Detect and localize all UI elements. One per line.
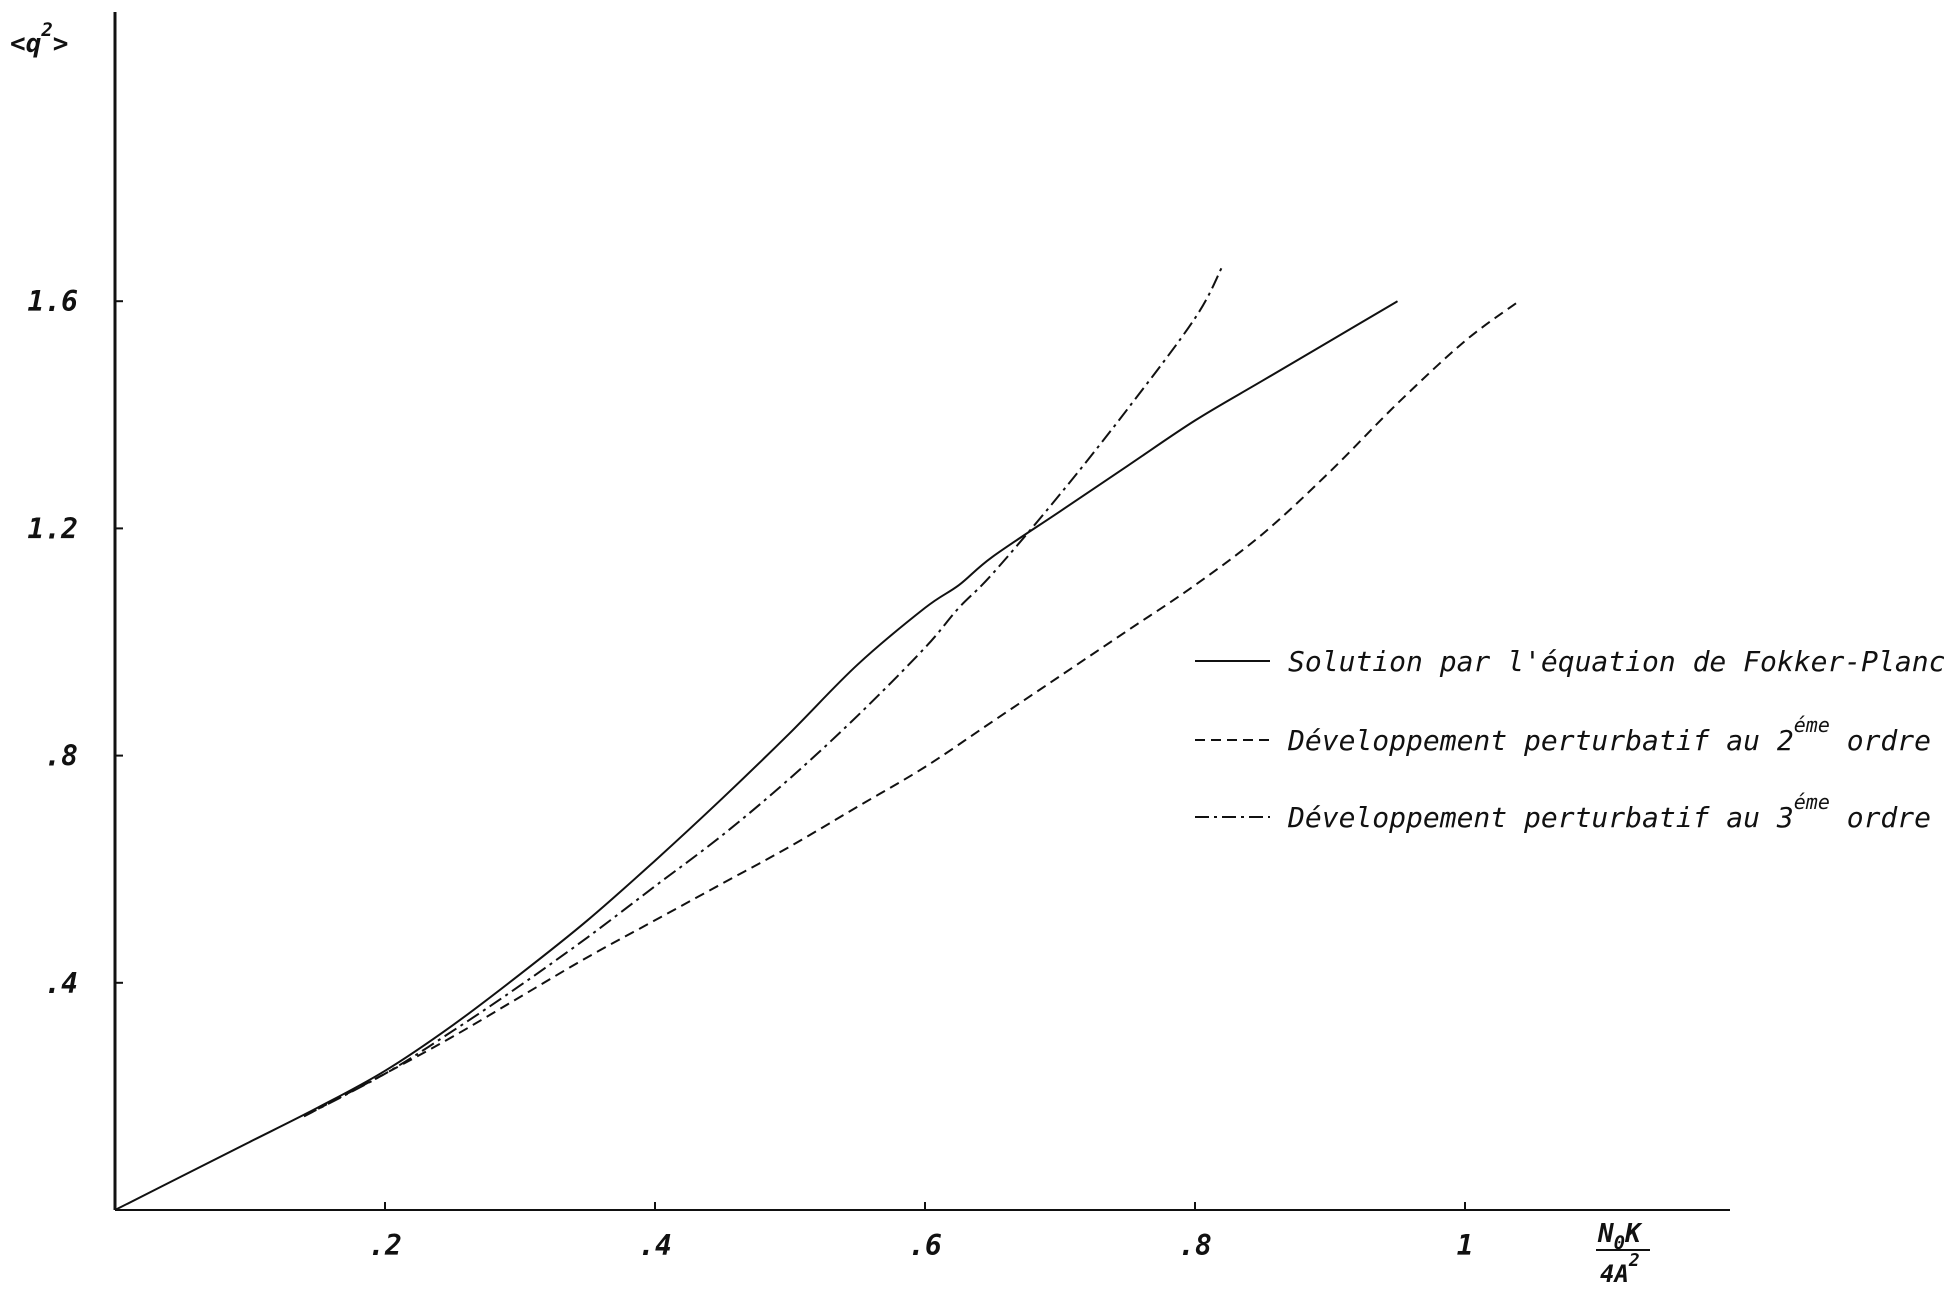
legend: Solution par l'équation de Fokker-Planck… [1195, 645, 1944, 834]
svg-text:4A2: 4A2 [1600, 1250, 1640, 1288]
y-tick-label: 1.2 [27, 512, 78, 545]
svg-text:N0K: N0K [1597, 1219, 1643, 1254]
y-tick-label: .4 [44, 967, 78, 1000]
legend-item-fokker-planck: Solution par l'équation de Fokker-Planck [1195, 645, 1944, 678]
y-ticks: .4 .8 1.2 1.6 [27, 285, 123, 1000]
legend-item-2nd-order: Développement perturbatif au 2éme ordre [1195, 713, 1931, 757]
series-layer [114, 266, 1520, 1211]
x-tick-label: 1 [1457, 1229, 1474, 1262]
x-tick-label: .4 [638, 1229, 672, 1262]
series-perturbative-2nd-order [303, 300, 1520, 1118]
x-tick-label: .2 [368, 1229, 402, 1262]
x-tick-label: .8 [1178, 1229, 1212, 1262]
x-axis-label: N0K 4A2 [1596, 1219, 1650, 1288]
series-fokker-planck [114, 300, 1399, 1211]
x-ticks: .2 .4 .6 .8 1 [368, 1202, 1473, 1262]
y-tick-label: 1.6 [27, 285, 78, 318]
series-perturbative-3rd-order [303, 266, 1223, 1118]
y-axis-label: <q2> [10, 19, 68, 59]
y-tick-label: .8 [44, 740, 78, 773]
legend-item-3rd-order: Développement perturbatif au 3éme ordre [1195, 790, 1931, 834]
x-tick-label: .6 [908, 1229, 942, 1262]
legend-label-2nd-order: Développement perturbatif au 2éme ordre [1287, 713, 1931, 757]
legend-label-fokker-planck: Solution par l'équation de Fokker-Planck [1288, 645, 1944, 678]
legend-label-3rd-order: Développement perturbatif au 3éme ordre [1287, 790, 1931, 834]
